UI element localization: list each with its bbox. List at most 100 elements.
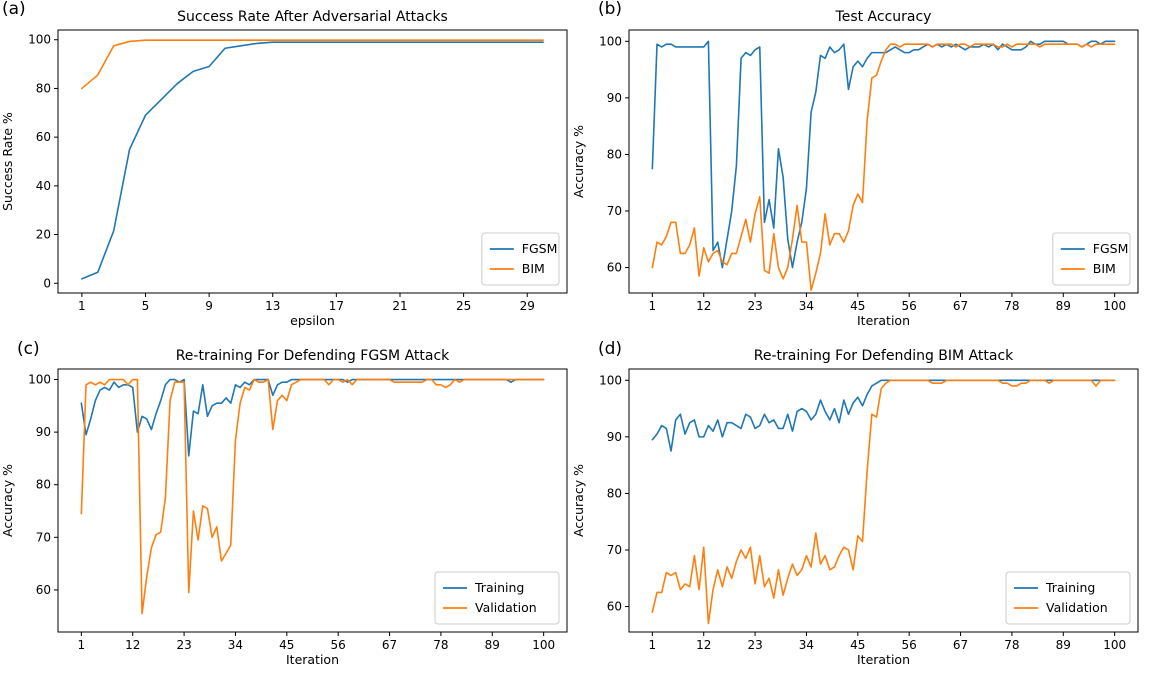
x-axis-label: Iteration (857, 313, 910, 328)
x-tick-label: 34 (799, 299, 814, 313)
x-tick-label: 89 (485, 638, 500, 652)
x-tick-label: 100 (1103, 299, 1126, 313)
y-tick-label: 80 (607, 147, 622, 161)
y-axis-label: Accuracy % (571, 464, 586, 537)
x-tick-label: 23 (747, 299, 762, 313)
y-tick-label: 80 (36, 81, 51, 95)
y-tick-label: 90 (607, 91, 622, 105)
x-axis-label: Iteration (857, 652, 910, 667)
x-tick-label: 56 (331, 638, 346, 652)
legend-label-fgsm: FGSM (1093, 241, 1129, 256)
y-axis-label: Accuracy % (571, 125, 586, 198)
legend-box (481, 232, 560, 286)
x-axis-label: Iteration (286, 652, 339, 667)
chart-panel-3: (c) Re-training For Defending FGSM Attack… (0, 339, 568, 667)
x-tick-label: 45 (850, 638, 865, 652)
x-tick-label: 1 (78, 638, 86, 652)
chart-title: Test Accuracy (835, 9, 932, 25)
legend-label-fgsm: FGSM (522, 241, 558, 256)
x-tick-label: 56 (902, 638, 917, 652)
y-tick-label: 80 (607, 486, 622, 500)
y-tick-label: 70 (36, 530, 51, 544)
y-tick-label: 40 (36, 179, 51, 193)
series-group (651, 379, 1116, 625)
x-tick-label: 67 (953, 299, 968, 313)
x-tick-label: 45 (850, 299, 865, 313)
y-tick-label: 100 (28, 373, 51, 387)
x-tick-label: 78 (1004, 299, 1019, 313)
series-line-bim (81, 39, 544, 90)
x-tick-label: 12 (696, 638, 711, 652)
y-tick-label: 60 (607, 600, 622, 614)
legend: FGSM BIM (481, 232, 560, 286)
legend-label-bim: BIM (522, 261, 545, 276)
series-line-training (80, 378, 545, 457)
chart-panel-4: (d) Re-training For Defending BIM Attack 1… (571, 339, 1139, 667)
x-tick-label: 78 (433, 638, 448, 652)
x-tick-label: 23 (176, 638, 191, 652)
x-tick-label: 67 (953, 638, 968, 652)
x-tick-label: 100 (532, 638, 555, 652)
x-tick-label: 34 (799, 638, 814, 652)
x-tick-label: 5 (142, 299, 150, 313)
y-tick-label: 100 (28, 33, 51, 47)
x-tick-label: 45 (279, 638, 294, 652)
y-tick-label: 60 (36, 583, 51, 597)
series-line-fgsm (651, 40, 1116, 269)
legend-box (1005, 571, 1131, 625)
x-tick-label: 25 (456, 299, 471, 313)
x-tick-label: 17 (329, 299, 344, 313)
x-tick-label: 67 (382, 638, 397, 652)
x-tick-label: 78 (1004, 638, 1019, 652)
plot-frame (57, 29, 568, 294)
legend: FGSM BIM (1052, 232, 1131, 286)
y-axis-label: Success Rate % (0, 112, 15, 211)
y-tick-label: 100 (599, 34, 622, 48)
y-tick-label: 90 (36, 425, 51, 439)
legend: Training Validation (1005, 571, 1131, 625)
plot-frame (628, 29, 1139, 294)
legend: Training Validation (434, 571, 560, 625)
series-line-training (651, 379, 1116, 452)
x-tick-label: 13 (265, 299, 280, 313)
x-tick-label: 21 (392, 299, 407, 313)
x-tick-label: 12 (696, 299, 711, 313)
x-tick-label: 34 (228, 638, 243, 652)
legend-label-bim: BIM (1093, 261, 1116, 276)
y-tick-label: 60 (607, 261, 622, 275)
x-tick-label: 56 (902, 299, 917, 313)
panel-label: (b) (598, 0, 622, 19)
chart-title: Re-training For Defending BIM Attack (754, 348, 1014, 364)
series-line-validation (80, 378, 545, 615)
x-tick-label: 12 (125, 638, 140, 652)
legend-label-training: Training (1045, 580, 1095, 595)
chart-title: Success Rate After Adversarial Attacks (177, 9, 448, 25)
x-tick-label: 9 (205, 299, 213, 313)
x-tick-label: 89 (1056, 638, 1071, 652)
y-tick-label: 70 (607, 204, 622, 218)
legend-label-validation: Validation (475, 600, 537, 615)
series-group (81, 39, 544, 280)
x-tick-label: 23 (747, 638, 762, 652)
plot-frame (628, 368, 1139, 633)
chart-panel-1: (a) Success Rate After Adversarial Attack… (0, 0, 568, 328)
legend-label-training: Training (474, 580, 524, 595)
x-tick-label: 29 (520, 299, 535, 313)
series-group (651, 40, 1116, 291)
x-tick-label: 1 (649, 299, 657, 313)
series-group (80, 378, 545, 615)
legend-box (1052, 232, 1131, 286)
y-tick-label: 60 (36, 130, 51, 144)
legend-box (434, 571, 560, 625)
x-axis-label: epsilon (290, 313, 335, 328)
series-line-validation (651, 379, 1116, 625)
y-tick-label: 0 (43, 276, 51, 290)
x-tick-label: 100 (1103, 638, 1126, 652)
panel-label: (c) (17, 339, 40, 359)
series-line-fgsm (81, 41, 544, 280)
x-tick-label: 89 (1056, 299, 1071, 313)
plot-frame (57, 368, 568, 633)
x-tick-label: 1 (78, 299, 86, 313)
